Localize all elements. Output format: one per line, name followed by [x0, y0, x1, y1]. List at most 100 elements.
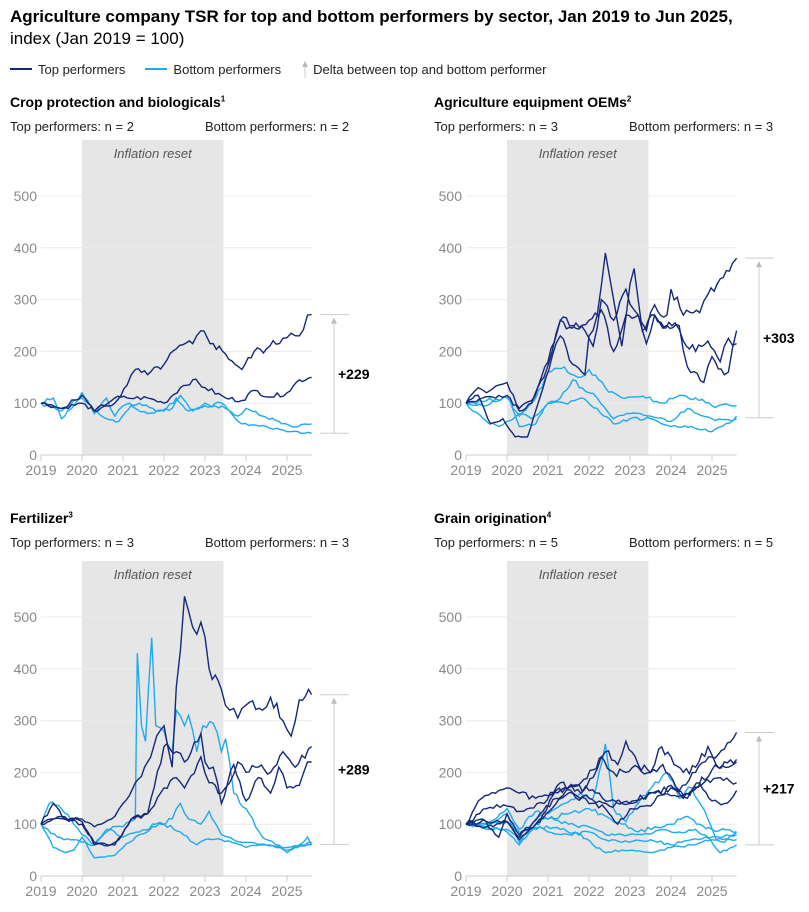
x-tick-label: 2023	[614, 883, 645, 899]
band-label: Inflation reset	[539, 567, 618, 582]
x-tick-label: 2019	[25, 462, 56, 478]
chart-ag-equipment: Inflation reset 0 100 200 300 400 500 2019 2020 2…	[439, 140, 795, 478]
delta-label: +217	[763, 781, 795, 797]
x-tick-label: 2022	[573, 883, 604, 899]
delta-arrow-head	[756, 735, 762, 742]
x-tick-label: 2024	[655, 462, 686, 478]
bottom-performer-line	[465, 397, 737, 433]
band-label: Inflation reset	[114, 567, 193, 582]
x-tick-label: 2021	[532, 883, 563, 899]
delta-label: +289	[338, 762, 370, 778]
y-tick-label: 500	[14, 188, 38, 204]
y-tick-label: 0	[29, 447, 37, 463]
y-tick-label: 0	[454, 868, 462, 884]
chart-crop-protection: Inflation reset 0 100 200 300 400 500 2019 2020 2…	[14, 140, 370, 478]
x-tick-label: 2025	[696, 883, 727, 899]
x-tick-label: 2025	[271, 462, 302, 478]
y-tick-label: 100	[14, 816, 38, 832]
y-tick-label: 400	[14, 661, 38, 677]
top-performer-line	[40, 376, 312, 413]
bottom-performer-line	[465, 820, 737, 854]
bottom-performer-line	[40, 821, 312, 849]
x-tick-label: 2022	[148, 462, 179, 478]
band-label: Inflation reset	[114, 146, 193, 161]
delta-arrow-head	[756, 261, 762, 268]
panel-title-2: Fertilizer3	[10, 510, 73, 526]
delta-arrow-head	[331, 317, 337, 324]
bottom-n-3: Bottom performers: n = 5	[629, 535, 774, 550]
y-tick-label: 100	[439, 395, 463, 411]
y-tick-label: 100	[14, 395, 38, 411]
y-tick-label: 0	[454, 447, 462, 463]
legend-delta-label: Delta between top and bottom performer	[313, 61, 547, 77]
bottom-n-2: Bottom performers: n = 3	[205, 535, 350, 550]
bottom-n-0: Bottom performers: n = 2	[205, 119, 350, 134]
chart-fertilizer: Inflation reset 0 100 200 300 400 500 2019 2020 2…	[14, 561, 370, 899]
delta-arrow-icon	[302, 61, 309, 78]
x-tick-label: 2019	[450, 462, 481, 478]
y-tick-label: 300	[439, 713, 463, 729]
bottom-n-1: Bottom performers: n = 3	[629, 119, 774, 134]
top-n-2: Top performers: n = 3	[10, 535, 134, 550]
legend: Top performers Bottom performers Delta b…	[10, 60, 559, 78]
top-n-0: Top performers: n = 2	[10, 119, 134, 134]
inflation-reset-band	[82, 140, 224, 455]
x-tick-label: 2021	[107, 462, 138, 478]
x-tick-label: 2023	[614, 462, 645, 478]
x-tick-label: 2023	[189, 883, 220, 899]
x-tick-label: 2021	[532, 462, 563, 478]
y-tick-label: 300	[14, 292, 38, 308]
x-tick-label: 2025	[696, 462, 727, 478]
x-tick-label: 2023	[189, 462, 220, 478]
top-performer-line	[465, 758, 738, 841]
x-tick-label: 2020	[66, 462, 97, 478]
band-label: Inflation reset	[539, 146, 618, 161]
legend-top-label: Top performers	[38, 61, 126, 77]
y-tick-label: 200	[14, 343, 38, 359]
y-tick-label: 200	[439, 764, 463, 780]
x-tick-label: 2022	[573, 462, 604, 478]
x-tick-label: 2020	[66, 883, 97, 899]
x-tick-label: 2024	[655, 883, 686, 899]
x-tick-label: 2024	[230, 883, 261, 899]
y-tick-label: 0	[29, 868, 37, 884]
top-n-1: Top performers: n = 3	[434, 119, 558, 134]
panel-title-3: Grain origination4	[434, 510, 552, 526]
bottom-performer-line	[465, 807, 737, 833]
y-tick-label: 300	[14, 713, 38, 729]
legend-bottom-swatch	[145, 68, 168, 70]
top-performer-line	[465, 732, 738, 839]
top-performer-line	[40, 730, 312, 847]
top-performer-line	[40, 596, 313, 828]
top-performer-line	[40, 745, 313, 846]
delta-label: +303	[763, 330, 795, 346]
top-performer-line	[465, 257, 738, 410]
delta-label: +229	[338, 366, 370, 382]
legend-bottom: Bottom performers	[145, 62, 281, 77]
inflation-reset-band	[507, 140, 649, 455]
x-tick-label: 2021	[107, 883, 138, 899]
chart-title: Agriculture company TSR for top and bott…	[10, 6, 733, 50]
y-tick-label: 500	[439, 609, 463, 625]
panel-title-0: Crop protection and biologicals1	[10, 94, 226, 110]
legend-top-swatch	[10, 68, 32, 70]
y-tick-label: 400	[439, 661, 463, 677]
title-text: Agriculture company TSR for top and bott…	[10, 7, 733, 26]
y-tick-label: 500	[14, 609, 38, 625]
y-tick-label: 300	[439, 292, 463, 308]
panel-title-1: Agriculture equipment OEMs2	[434, 94, 632, 110]
y-tick-label: 400	[14, 240, 38, 256]
y-tick-label: 400	[439, 240, 463, 256]
y-tick-label: 100	[439, 816, 463, 832]
x-tick-label: 2022	[148, 883, 179, 899]
top-performer-line	[465, 308, 737, 412]
bottom-performer-line	[465, 816, 737, 854]
x-tick-label: 2024	[230, 462, 261, 478]
delta-arrow-head	[331, 697, 337, 704]
x-tick-label: 2019	[25, 883, 56, 899]
top-performer-line	[465, 252, 738, 438]
legend-delta: Delta between top and bottom performer	[301, 60, 547, 78]
x-tick-label: 2020	[491, 462, 522, 478]
y-tick-label: 200	[439, 343, 463, 359]
